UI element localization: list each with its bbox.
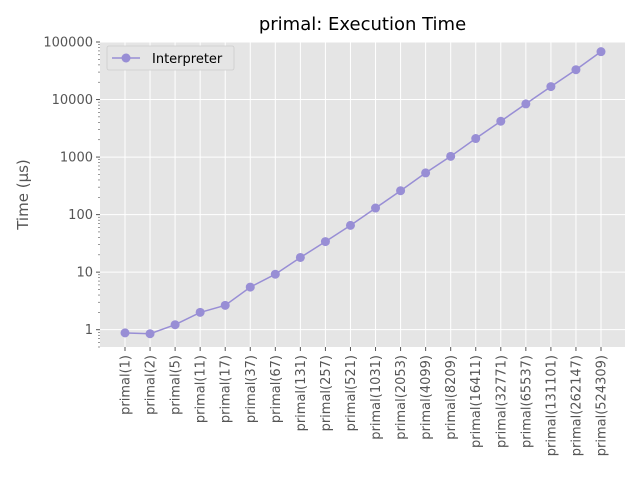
legend: Interpreter (106, 45, 235, 71)
x-tick-label: primal(1031) (369, 355, 384, 440)
x-tick-label: primal(67) (269, 355, 284, 423)
y-tick-label: 1 (85, 323, 93, 338)
y-axis-label: Time (μs) (14, 159, 32, 231)
data-point (145, 329, 155, 339)
data-point (421, 168, 431, 178)
data-point (571, 65, 581, 75)
legend-label: Interpreter (152, 52, 223, 67)
x-tick-label: primal(2) (144, 355, 159, 415)
x-tick-label: primal(521) (344, 355, 359, 431)
data-point (446, 151, 456, 161)
x-tick-label: primal(17) (219, 355, 234, 423)
legend-box (106, 45, 235, 71)
data-point (270, 269, 280, 279)
data-point (120, 328, 130, 338)
data-point (220, 300, 230, 310)
y-tick-label: 100000 (43, 36, 93, 51)
data-point (170, 320, 180, 330)
data-point (521, 99, 531, 109)
x-tick-label: primal(131) (294, 355, 309, 431)
x-tick-label: primal(65537) (519, 355, 534, 448)
series-group (120, 47, 606, 339)
y-tick-label: 10 (76, 266, 93, 281)
x-tick-label: primal(5) (169, 355, 184, 415)
plot-area (100, 42, 625, 347)
x-tick-label: primal(257) (319, 355, 334, 431)
x-tick-label: primal(37) (244, 355, 259, 423)
x-tick-label: primal(16411) (469, 355, 484, 448)
x-tick-label: primal(1) (119, 355, 134, 415)
grid (100, 41, 625, 347)
data-point (596, 47, 606, 57)
x-axis: primal(1) primal(2) primal(5) primal(11) pri… (119, 347, 610, 456)
data-point (195, 307, 205, 317)
x-tick-label: primal(262147) (569, 355, 584, 456)
x-tick-label: primal(32771) (494, 355, 509, 448)
data-point (345, 220, 355, 230)
chart-title: primal: Execution Time (259, 14, 466, 35)
x-tick-label: primal(11) (194, 355, 209, 423)
x-tick-label: primal(8209) (444, 355, 459, 440)
legend-marker (121, 53, 131, 63)
y-tick-label: 10000 (52, 93, 93, 108)
data-point (245, 282, 255, 292)
data-point (295, 252, 305, 262)
x-tick-label: primal(524309) (595, 355, 610, 456)
y-tick-label: 1000 (60, 151, 93, 166)
data-point (371, 203, 381, 213)
x-tick-label: primal(4099) (419, 355, 434, 440)
data-point (496, 116, 506, 126)
y-axis: 1 10 100 1000 10000 100000 (43, 36, 100, 348)
data-point (471, 134, 481, 144)
y-tick-label: 100 (68, 208, 93, 223)
x-tick-label: primal(2053) (394, 355, 409, 440)
data-point (546, 82, 556, 92)
x-tick-label: primal(131101) (544, 355, 559, 456)
data-point (396, 186, 406, 196)
data-point (320, 237, 330, 247)
